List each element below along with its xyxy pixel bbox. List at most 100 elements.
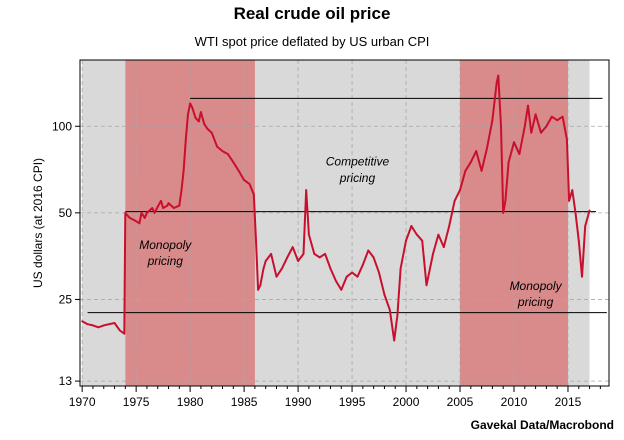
data-point-69: [367, 249, 370, 252]
data-point-75: [396, 314, 399, 317]
data-point-26: [182, 169, 185, 172]
x-tick-label-0: 1970: [69, 395, 96, 409]
x-tick-label-8: 2010: [501, 395, 528, 409]
data-point-71: [378, 271, 380, 274]
data-point-11: [134, 219, 137, 222]
data-point-76: [399, 267, 402, 270]
regime-label-1-line-1: pricing: [339, 171, 376, 185]
data-point-107: [545, 125, 548, 128]
data-point-59: [313, 253, 316, 255]
data-point-34: [203, 122, 206, 125]
x-tick-label-7: 2005: [447, 395, 474, 409]
x-tick-label-9: 2015: [555, 395, 582, 409]
data-point-87: [459, 189, 461, 192]
chart-title: Real crude oil price: [233, 4, 391, 23]
data-point-60: [318, 256, 321, 259]
data-point-19: [160, 200, 162, 202]
data-point-94: [495, 81, 498, 84]
data-point-66: [351, 271, 353, 274]
data-point-16: [151, 207, 154, 209]
plot-border: [79, 59, 610, 387]
data-point-23: [173, 207, 175, 209]
y-tick-label-0: 13: [59, 374, 73, 388]
data-point-55: [297, 260, 299, 262]
data-point-90: [475, 150, 478, 153]
data-point-79: [415, 233, 418, 236]
series-layer: [81, 74, 591, 342]
data-point-4: [102, 324, 105, 327]
data-point-77: [405, 239, 407, 242]
data-point-105: [534, 113, 537, 116]
x-tick-label-4: 1990: [285, 395, 312, 409]
data-point-18: [156, 205, 159, 208]
data-point-110: [561, 115, 564, 118]
y-axis-label: US dollars (at 2016 CPI): [31, 158, 45, 288]
data-point-88: [464, 169, 467, 172]
data-point-43: [248, 183, 251, 185]
data-point-58: [308, 233, 310, 236]
regime-label-0-line-1: pricing: [147, 254, 184, 268]
data-point-10: [128, 217, 131, 219]
data-point-40: [232, 161, 235, 164]
data-point-91: [480, 169, 483, 172]
data-point-83: [437, 233, 440, 236]
data-point-31: [194, 116, 197, 119]
data-point-38: [221, 150, 224, 153]
data-point-114: [574, 212, 577, 214]
data-point-74: [393, 339, 396, 342]
data-point-117: [584, 225, 587, 227]
data-point-93: [491, 119, 494, 122]
data-point-32: [197, 120, 200, 123]
data-point-57: [305, 189, 308, 192]
y-tick-label-1: 25: [59, 292, 73, 306]
data-point-17: [153, 212, 156, 214]
data-point-13: [140, 212, 143, 214]
regime-label-0: Monopoly pricing: [139, 238, 192, 268]
data-point-68: [362, 263, 364, 266]
chart-subtitle: WTI spot price deflated by US urban CPI: [194, 34, 430, 49]
data-point-116: [581, 275, 583, 278]
data-point-97: [502, 212, 505, 214]
data-point-115: [577, 239, 580, 242]
data-point-9: [124, 212, 127, 214]
data-point-52: [281, 267, 283, 270]
data-point-5: [108, 323, 110, 326]
regime-label-2-line-0: Monopoly: [510, 279, 563, 293]
data-point-8: [123, 332, 126, 335]
data-point-41: [237, 169, 240, 172]
data-point-73: [388, 308, 391, 311]
data-point-35: [206, 127, 209, 130]
data-point-33: [200, 111, 202, 113]
data-point-72: [383, 293, 386, 296]
data-point-95: [497, 74, 500, 77]
data-point-101: [518, 153, 521, 156]
regime-label-1-line-0: Competitive: [326, 155, 390, 169]
x-tick-label-6: 2000: [393, 395, 420, 409]
data-point-98: [504, 200, 507, 202]
data-point-49: [264, 260, 267, 262]
data-point-54: [291, 246, 294, 249]
data-point-24: [178, 204, 181, 207]
data-point-14: [143, 217, 146, 219]
data-point-1: [86, 323, 89, 326]
data-point-102: [523, 125, 526, 128]
data-point-64: [340, 288, 343, 291]
data-point-48: [262, 267, 265, 270]
data-point-99: [507, 161, 510, 164]
gridlines-layer: [80, 60, 609, 386]
data-point-108: [550, 115, 553, 118]
data-point-104: [530, 131, 533, 134]
data-point-84: [442, 246, 445, 249]
data-point-45: [255, 239, 257, 242]
data-point-7: [119, 329, 121, 332]
data-point-112: [568, 200, 570, 202]
data-point-44: [252, 193, 255, 196]
data-point-63: [335, 280, 337, 282]
data-point-86: [453, 200, 456, 202]
data-point-15: [146, 212, 148, 214]
regime-label-2: Monopoly pricing: [510, 279, 563, 309]
data-point-80: [421, 239, 424, 242]
data-point-42: [243, 179, 246, 182]
data-point-81: [425, 284, 428, 287]
